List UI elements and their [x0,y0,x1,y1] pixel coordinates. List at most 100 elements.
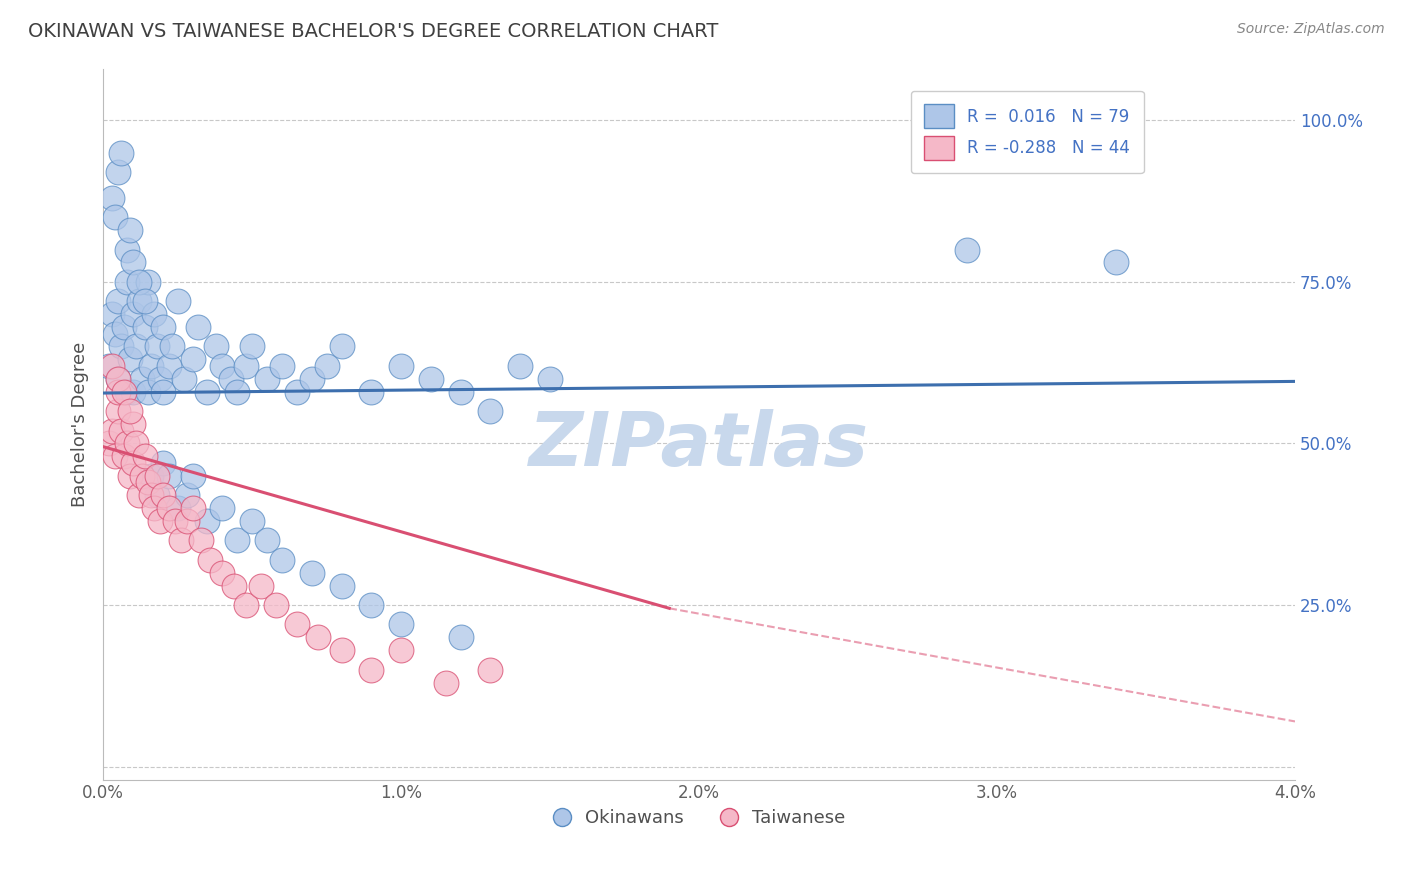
Point [101,359,124,373]
Point [173,372,195,386]
Point [118,352,141,367]
Point [176,488,198,502]
Point [101,307,124,321]
Point [134,450,156,464]
Point [115,384,138,399]
Point [160,339,183,353]
Point [285,384,308,399]
Point [360,663,382,677]
Point [157,501,180,516]
Point [538,372,561,386]
Point [307,631,329,645]
Point [479,404,502,418]
Point [145,468,167,483]
Point [115,243,138,257]
Point [98,359,121,373]
Point [110,424,132,438]
Point [145,339,167,353]
Point [479,663,502,677]
Point [166,294,188,309]
Point [152,488,174,502]
Point [125,339,148,353]
Point [122,384,145,399]
Point [190,533,212,548]
Point [197,514,219,528]
Point [125,436,148,450]
Point [226,384,249,399]
Point [107,372,129,386]
Point [101,424,124,438]
Point [136,275,159,289]
Point [110,145,132,160]
Point [152,456,174,470]
Text: Source: ZipAtlas.com: Source: ZipAtlas.com [1237,22,1385,37]
Point [264,598,287,612]
Point [139,488,162,502]
Point [98,436,121,450]
Point [152,320,174,334]
Point [142,501,165,516]
Point [509,359,531,373]
Point [450,631,472,645]
Point [118,223,141,237]
Point [152,384,174,399]
Point [256,372,278,386]
Point [181,468,204,483]
Point [176,514,198,528]
Point [256,533,278,548]
Point [118,404,141,418]
Point [134,320,156,334]
Point [101,191,124,205]
Point [205,339,228,353]
Point [145,488,167,502]
Point [419,372,441,386]
Point [211,359,233,373]
Point [163,514,186,528]
Point [122,255,145,269]
Point [131,372,153,386]
Point [128,275,150,289]
Point [122,417,145,431]
Point [1105,255,1128,269]
Point [107,372,129,386]
Point [104,211,127,225]
Point [330,579,353,593]
Point [197,384,219,399]
Point [235,598,257,612]
Point [181,352,204,367]
Point [128,488,150,502]
Point [315,359,337,373]
Point [104,326,127,341]
Point [134,294,156,309]
Point [235,359,257,373]
Point [226,533,249,548]
Point [118,468,141,483]
Point [389,643,412,657]
Point [389,359,412,373]
Point [136,384,159,399]
Point [169,533,191,548]
Point [122,307,145,321]
Point [149,514,172,528]
Point [128,294,150,309]
Point [956,243,979,257]
Point [122,456,145,470]
Point [240,339,263,353]
Point [149,372,172,386]
Point [434,675,457,690]
Point [112,320,135,334]
Point [224,579,246,593]
Point [219,372,242,386]
Legend: Okinawans, Taiwanese: Okinawans, Taiwanese [546,802,853,835]
Point [157,359,180,373]
Point [330,643,353,657]
Point [211,566,233,580]
Point [166,501,188,516]
Point [157,468,180,483]
Point [301,372,323,386]
Point [271,359,294,373]
Point [107,165,129,179]
Point [107,384,129,399]
Point [285,617,308,632]
Point [271,553,294,567]
